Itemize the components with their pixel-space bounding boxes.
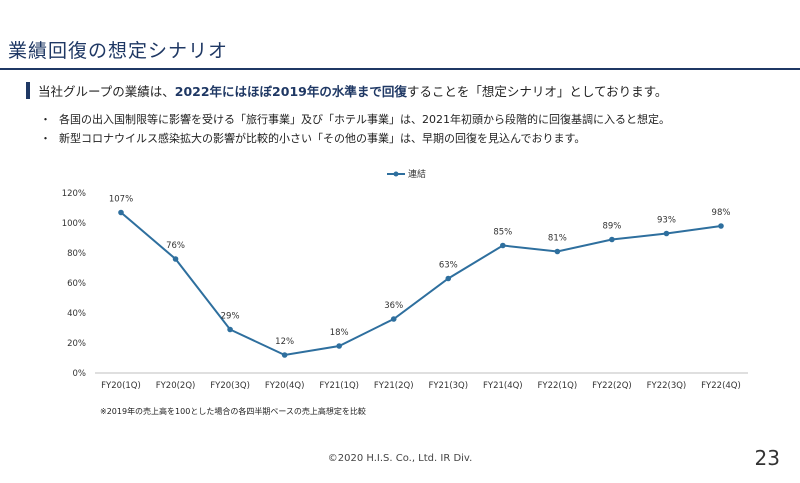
bullet-item: ・新型コロナウイルス感染拡大の影響が比較的小さい「その他の事業」は、早期の回復を… — [40, 129, 670, 148]
data-label: 107% — [109, 195, 133, 205]
data-point — [554, 248, 561, 255]
data-label: 85% — [493, 228, 512, 238]
y-tick-label: 40% — [67, 309, 86, 319]
x-tick-label: FY22(1Q) — [538, 381, 578, 391]
lead-statement: 当社グループの業績は、 2022年にはほぼ2019年の水準まで回復 することを「… — [26, 81, 667, 100]
y-tick-label: 100% — [62, 219, 86, 229]
data-label: 36% — [384, 301, 403, 311]
x-tick-label: FY20(4Q) — [265, 381, 305, 391]
data-point — [281, 352, 288, 358]
recovery-line-chart: 0% 20% 40% 60% 80% 100% 120% FY20(1Q) FY20(2Q) FY… — [62, 168, 748, 391]
bullet-item: ・各国の出入国制限等に影響を受ける「旅行事業」及び「ホテル事業」は、2021年初… — [40, 110, 670, 129]
data-point — [172, 256, 179, 262]
lead-text-pre: 当社グループの業績は、 — [38, 84, 175, 99]
series-line — [120, 211, 722, 357]
data-point — [227, 326, 233, 333]
y-tick-label: 0% — [73, 369, 87, 379]
x-tick-label: FY21(4Q) — [483, 381, 523, 391]
y-tick-label: 60% — [67, 279, 86, 289]
data-label: 63% — [439, 261, 458, 271]
x-tick-label: FY20(1Q) — [101, 381, 141, 391]
data-label: 76% — [166, 241, 185, 251]
data-point — [118, 209, 124, 216]
bullet-text: 各国の出入国制限等に影響を受ける「旅行事業」及び「ホテル事業」は、2021年初頭… — [59, 113, 670, 126]
data-point — [609, 236, 615, 243]
x-tick-label: FY22(4Q) — [701, 381, 741, 391]
y-tick-label: 20% — [67, 339, 86, 349]
x-tick-label: FY21(2Q) — [374, 381, 414, 391]
x-tick-label: FY22(3Q) — [647, 381, 687, 391]
copyright-footer: ©2020 H.I.S. Co., Ltd. IR Div. — [327, 453, 473, 464]
x-tick-label: FY21(3Q) — [428, 381, 468, 391]
x-tick-label: FY22(2Q) — [592, 381, 632, 391]
bullet-list: ・各国の出入国制限等に影響を受ける「旅行事業」及び「ホテル事業」は、2021年初… — [40, 110, 670, 148]
data-label: 81% — [548, 234, 567, 244]
lead-text-post: することを「想定シナリオ」としております。 — [406, 84, 668, 99]
chart-footnote: ※2019年の売上高を100とした場合の各四半期ベースの売上高想定を比較 — [100, 407, 366, 416]
data-point — [336, 343, 342, 349]
page-number: 23 — [754, 446, 780, 470]
legend-label: 連結 — [408, 168, 426, 180]
data-label: 18% — [330, 328, 349, 338]
data-label: 29% — [221, 312, 240, 322]
title-divider — [0, 68, 800, 70]
x-tick-label: FY20(2Q) — [156, 381, 196, 391]
y-tick-label: 80% — [67, 249, 86, 259]
data-label: 89% — [602, 222, 621, 232]
y-tick-label: 120% — [62, 189, 86, 199]
x-tick-label: FY20(3Q) — [210, 381, 250, 391]
bullet-marker: ・ — [40, 132, 51, 145]
bullet-marker: ・ — [40, 113, 51, 126]
page-title: 業績回復の想定シナリオ — [8, 40, 229, 62]
data-point — [663, 230, 670, 237]
x-tick-label: FY21(1Q) — [319, 381, 359, 391]
legend-marker — [393, 171, 399, 177]
lead-marker — [26, 82, 30, 99]
data-point — [390, 316, 397, 322]
data-point — [500, 242, 506, 249]
data-label: 93% — [657, 216, 676, 226]
data-label: 98% — [712, 208, 731, 218]
data-point — [718, 223, 724, 229]
lead-text-highlight: 2022年にはほぼ2019年の水準まで回復 — [174, 84, 407, 99]
data-point — [445, 275, 452, 282]
data-label: 12% — [275, 337, 294, 347]
bullet-text: 新型コロナウイルス感染拡大の影響が比較的小さい「その他の事業」は、早期の回復を見… — [59, 132, 586, 145]
